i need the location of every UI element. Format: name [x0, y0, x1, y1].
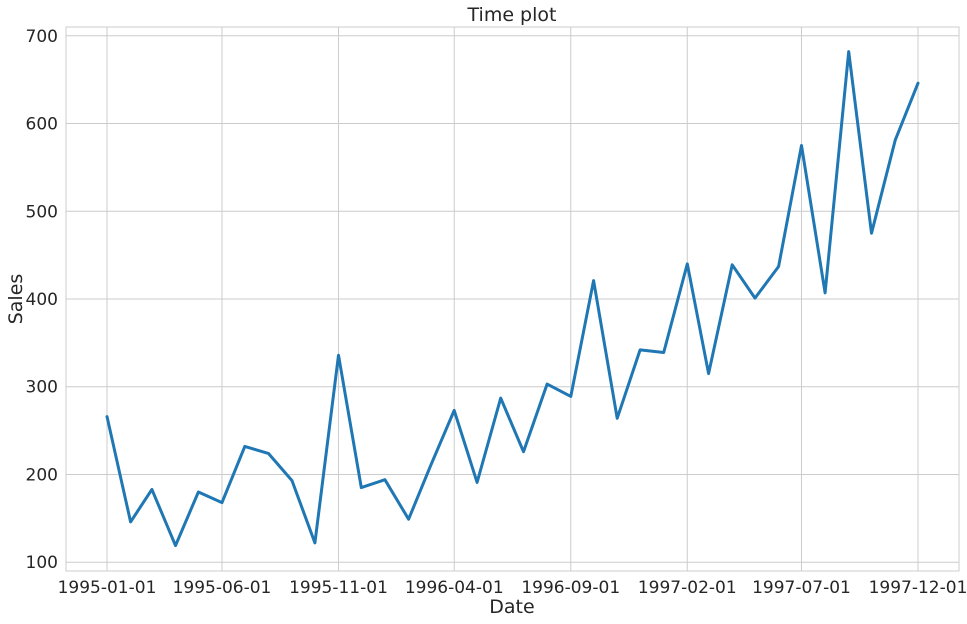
sales-series-line: [105, 50, 920, 548]
x-tick-labels: 1995-01-01 1995-06-01 1995-11-01 1996-04-01…: [58, 578, 967, 598]
y-tick-label: 500: [26, 202, 58, 222]
x-tick-label: 1995-11-01: [289, 578, 388, 598]
grid-lines: [66, 27, 959, 571]
x-tick-label: 1996-04-01: [405, 578, 504, 598]
x-tick-label: 1997-07-01: [752, 578, 851, 598]
y-tick-label: 300: [26, 378, 58, 398]
y-tick-label: 400: [26, 290, 58, 310]
y-tick-label: 700: [26, 27, 58, 47]
y-axis-label: Sales: [5, 274, 27, 325]
x-tick-label: 1996-09-01: [521, 578, 620, 598]
y-tick-label: 600: [26, 115, 58, 135]
x-tick-label: 1995-06-01: [173, 578, 272, 598]
chart-title: Time plot: [467, 4, 557, 26]
x-tick-label: 1997-12-01: [869, 578, 967, 598]
x-tick-label: 1997-02-01: [638, 578, 737, 598]
x-axis-label: Date: [489, 596, 534, 618]
series-layer: [105, 50, 920, 548]
y-tick-label: 100: [26, 553, 58, 573]
y-tick-labels: 100 200 300 400 500 600 700: [26, 27, 58, 573]
x-tick-label: 1995-01-01: [58, 578, 157, 598]
y-tick-label: 200: [26, 465, 58, 485]
